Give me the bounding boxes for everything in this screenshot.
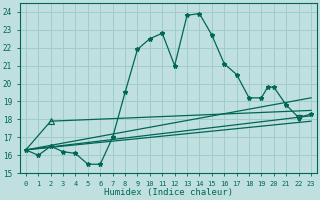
X-axis label: Humidex (Indice chaleur): Humidex (Indice chaleur): [104, 188, 233, 197]
